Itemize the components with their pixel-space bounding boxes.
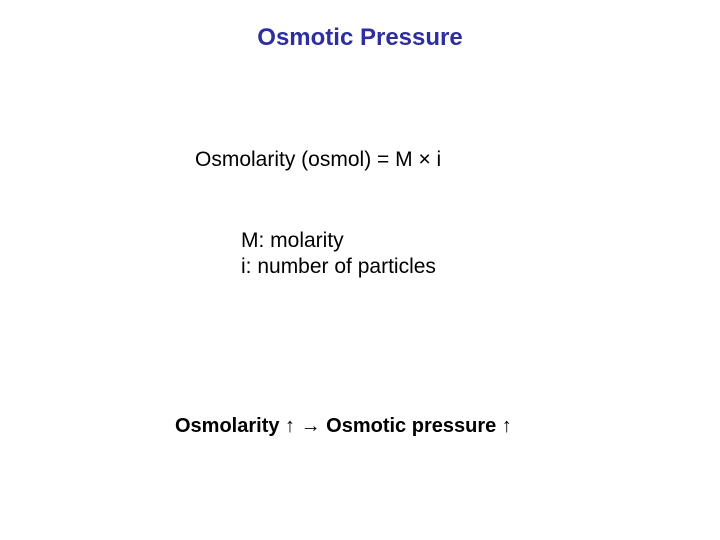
osmolarity-relation: Osmolarity ↑ → Osmotic pressure ↑ (175, 415, 512, 438)
definition-line: i: number of particles (241, 254, 436, 280)
variable-definitions: M: molarity i: number of particles (241, 228, 436, 281)
definition-line: M: molarity (241, 228, 436, 254)
slide-title: Osmotic Pressure (0, 24, 720, 52)
osmolarity-formula: Osmolarity (osmol) = M × i (195, 148, 441, 172)
slide: Osmotic Pressure Osmolarity (osmol) = M … (0, 0, 720, 540)
